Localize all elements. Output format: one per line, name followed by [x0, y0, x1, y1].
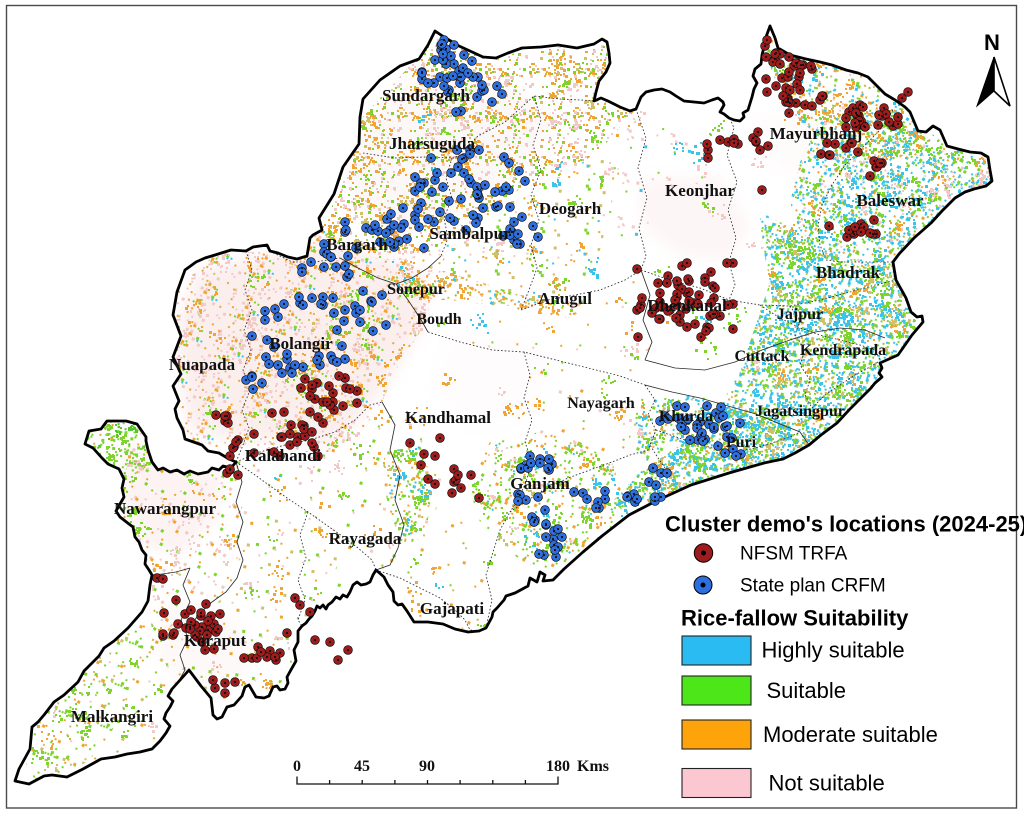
- svg-text:Ganjam: Ganjam: [510, 474, 570, 493]
- svg-text:Nuapada: Nuapada: [169, 355, 236, 374]
- svg-text:Bhadrak: Bhadrak: [816, 263, 881, 282]
- svg-text:Suitable: Suitable: [767, 678, 847, 703]
- svg-text:Jharsuguda: Jharsuguda: [389, 134, 475, 153]
- svg-text:Malkangiri: Malkangiri: [71, 707, 153, 726]
- svg-text:Bargarh: Bargarh: [326, 235, 388, 254]
- svg-text:Mayurbhanj: Mayurbhanj: [770, 124, 863, 143]
- svg-text:Kalahandi: Kalahandi: [245, 446, 322, 465]
- svg-text:Kms: Kms: [577, 758, 609, 775]
- svg-text:Highly suitable: Highly suitable: [762, 638, 905, 663]
- svg-text:Cluster demo's locations (2024: Cluster demo's locations (2024-25): [665, 512, 1024, 537]
- svg-text:Jagatsingpur: Jagatsingpur: [755, 403, 845, 420]
- svg-text:Deogarh: Deogarh: [539, 199, 602, 218]
- svg-text:NFSM TRFA: NFSM TRFA: [740, 544, 848, 565]
- svg-text:45: 45: [354, 758, 370, 775]
- svg-text:Puri: Puri: [726, 434, 757, 451]
- svg-text:Anugul: Anugul: [538, 289, 592, 308]
- svg-text:Sonepur: Sonepur: [387, 281, 445, 298]
- svg-text:Kendrapada: Kendrapada: [800, 342, 886, 359]
- svg-text:180: 180: [546, 758, 570, 775]
- svg-text:Sundargarh: Sundargarh: [382, 86, 470, 105]
- svg-text:Rice-fallow Suitability: Rice-fallow Suitability: [681, 606, 909, 631]
- svg-text:Rayagada: Rayagada: [329, 529, 402, 548]
- svg-text:Keonjhar: Keonjhar: [665, 181, 735, 200]
- svg-text:Khurda: Khurda: [659, 408, 713, 425]
- svg-text:Gajapati: Gajapati: [420, 599, 485, 618]
- svg-text:Kandhamal: Kandhamal: [405, 408, 491, 427]
- svg-text:Jajpur: Jajpur: [777, 306, 823, 323]
- svg-text:Not suitable: Not suitable: [769, 771, 885, 796]
- svg-text:0: 0: [293, 758, 301, 775]
- svg-text:Cuttack: Cuttack: [734, 348, 789, 365]
- svg-text:Baleswar: Baleswar: [856, 191, 924, 210]
- svg-text:State plan CRFM: State plan CRFM: [740, 576, 886, 597]
- svg-text:Nayagarh: Nayagarh: [567, 395, 635, 412]
- svg-text:Sambalpur: Sambalpur: [429, 224, 511, 243]
- svg-text:Koraput: Koraput: [184, 631, 247, 650]
- svg-text:90: 90: [419, 758, 435, 775]
- svg-text:Bolangir: Bolangir: [269, 334, 333, 353]
- svg-text:N: N: [984, 30, 1000, 55]
- svg-text:Dhenkanal: Dhenkanal: [647, 296, 727, 315]
- svg-text:Moderate suitable: Moderate suitable: [763, 722, 938, 747]
- svg-text:Boudh: Boudh: [416, 311, 461, 328]
- svg-text:Nawarangpur: Nawarangpur: [114, 499, 216, 518]
